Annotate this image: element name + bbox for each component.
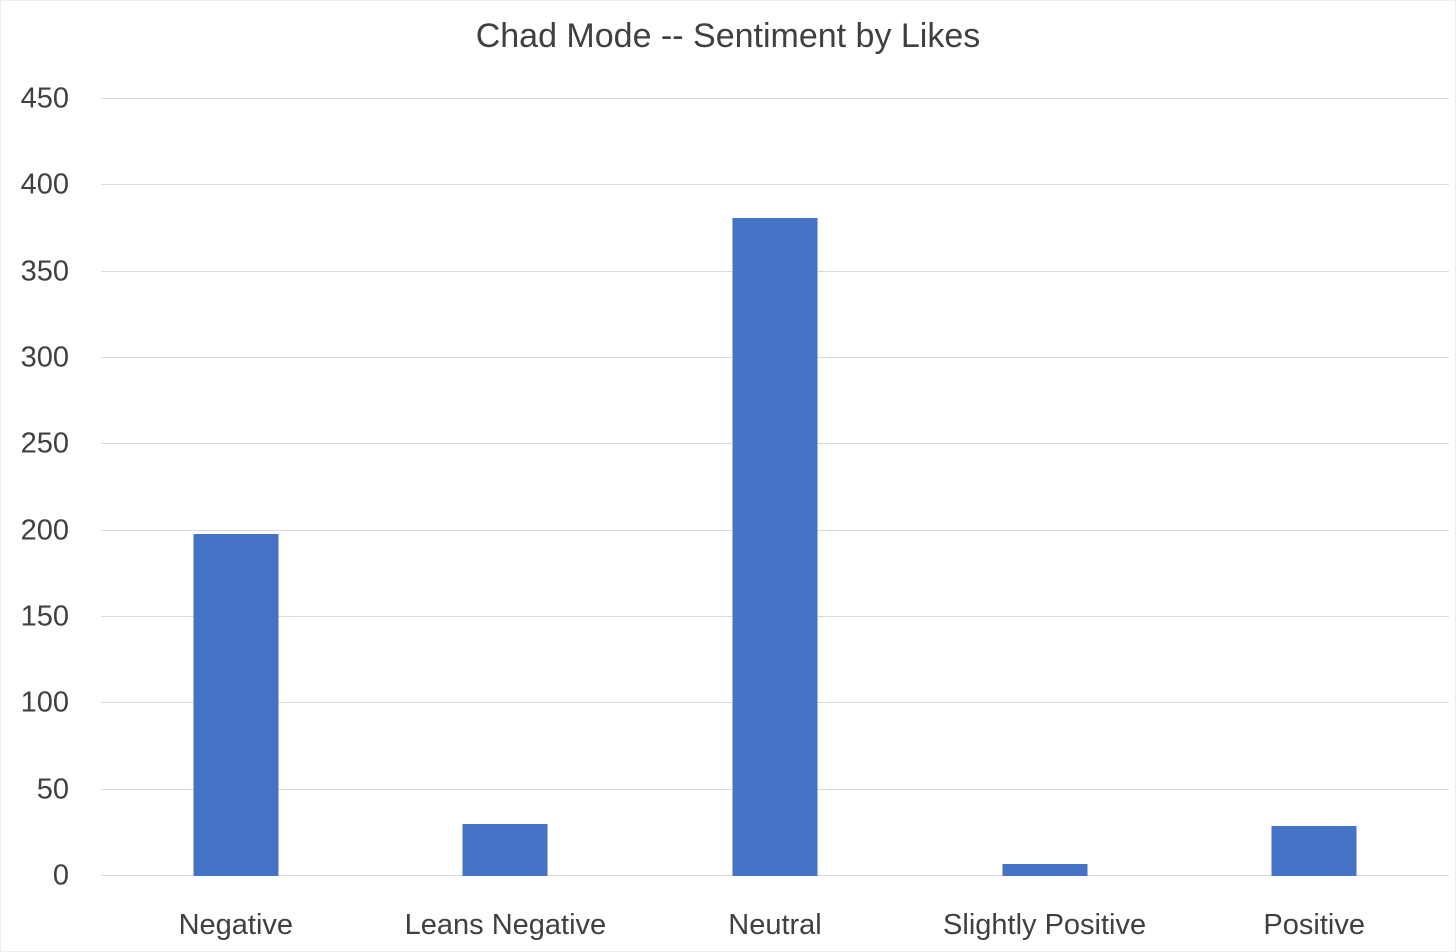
y-tick-label: 350 [20, 255, 69, 288]
y-tick-label: 300 [20, 341, 69, 374]
chart-title: Chad Mode -- Sentiment by Likes [475, 17, 981, 55]
gridline [101, 98, 1449, 99]
y-tick-label: 0 [52, 859, 69, 892]
bar-slightly-positive [1002, 863, 1088, 876]
bar-neutral [732, 218, 818, 876]
x-category-label: Positive [1263, 909, 1365, 941]
gridline [101, 184, 1449, 186]
y-axis-labels: 0 50 100 150 200 250 300 350 400 450 [1, 83, 81, 892]
x-category-label: Negative [178, 909, 294, 941]
bar-positive [1271, 825, 1357, 876]
y-tick-label: 100 [20, 686, 69, 719]
y-tick-label: 450 [20, 82, 69, 115]
plot-area [101, 98, 1449, 876]
y-tick-label: 50 [36, 773, 69, 806]
x-category-label: Leans Negative [404, 909, 607, 941]
bar-leans-negative [462, 824, 548, 876]
x-category-label: Slightly Positive [943, 909, 1147, 941]
y-tick-label: 400 [20, 168, 69, 201]
x-axis-labels: Negative Leans Negative Neutral Slightly Po… [101, 903, 1449, 949]
y-tick-label: 200 [20, 514, 69, 547]
x-category-label: Neutral [728, 909, 822, 941]
y-tick-label: 150 [20, 600, 69, 633]
y-tick-label: 250 [20, 427, 69, 460]
bar-negative [193, 534, 279, 876]
